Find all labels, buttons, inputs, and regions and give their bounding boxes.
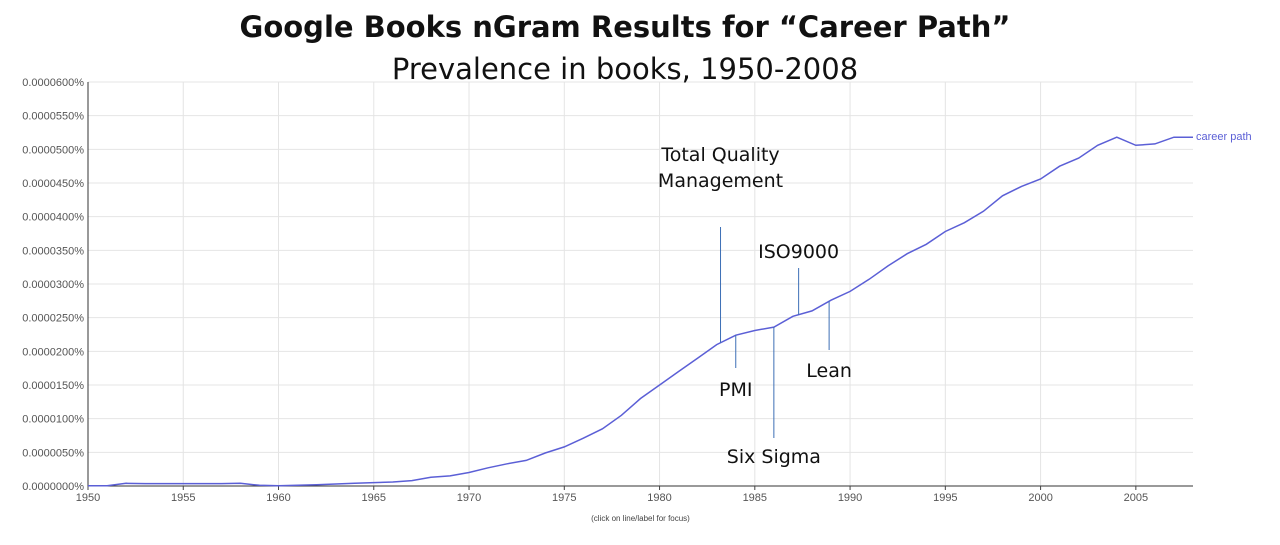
x-tick-label: 1995 — [933, 492, 957, 504]
series-line-career-path[interactable] — [88, 136, 1193, 487]
annotation-label: PMI — [719, 379, 752, 401]
footnote: (click on line/label for focus) — [591, 514, 690, 523]
annotation-label: Six Sigma — [727, 446, 821, 468]
x-tick-label: 1980 — [647, 492, 671, 504]
series-layer[interactable] — [87, 136, 1194, 487]
x-tick-label: 1955 — [171, 492, 195, 504]
y-tick-label: 0.0000500% — [22, 144, 84, 156]
x-tick-label: 1965 — [362, 492, 386, 504]
y-tick-label: 0.0000100% — [22, 414, 84, 426]
x-tick-label: 1990 — [838, 492, 862, 504]
y-tick-label: 0.0000250% — [22, 313, 84, 325]
x-tick-label: 1975 — [552, 492, 576, 504]
x-tick-label: 1970 — [457, 492, 481, 504]
annotation-label: Management — [658, 170, 783, 192]
legend-career-path[interactable]: career path — [1196, 131, 1252, 143]
y-tick-label: 0.0000400% — [22, 212, 84, 224]
x-tick-label: 1950 — [76, 492, 100, 504]
y-tick-label: 0.0000550% — [22, 111, 84, 123]
y-tick-label: 0.0000050% — [22, 447, 84, 459]
x-axis-ticks: 1950 1955 1960 1965 1970 1975 1980 1985 1990 1995… — [76, 486, 1148, 504]
y-tick-label: 0.0000150% — [22, 380, 84, 392]
x-tick-label: 1985 — [743, 492, 767, 504]
x-tick-label: 2000 — [1028, 492, 1052, 504]
annotation-label: Lean — [806, 360, 852, 382]
y-tick-label: 0.0000000% — [22, 481, 84, 493]
annotation-label: Total Quality — [660, 144, 779, 166]
annotation-label: ISO9000 — [758, 241, 839, 263]
y-tick-label: 0.0000350% — [22, 245, 84, 257]
y-axis-ticks: 0.0000000% 0.0000050% 0.0000100% 0.0000150%… — [22, 77, 84, 493]
y-tick-label: 0.0000300% — [22, 279, 84, 291]
x-tick-label: 1960 — [266, 492, 290, 504]
y-tick-label: 0.0000450% — [22, 178, 84, 190]
chart-subtitle: Prevalence in books, 1950-2008 — [391, 52, 859, 86]
y-tick-label: 0.0000200% — [22, 346, 84, 358]
y-tick-label: 0.0000600% — [22, 77, 84, 89]
chart-title: Google Books nGram Results for “Career P… — [239, 10, 1011, 44]
grid — [88, 81, 1193, 487]
annotations: Total Quality Management ISO9000 PMI Six Sig… — [658, 144, 852, 468]
x-tick-label: 2005 — [1124, 492, 1148, 504]
